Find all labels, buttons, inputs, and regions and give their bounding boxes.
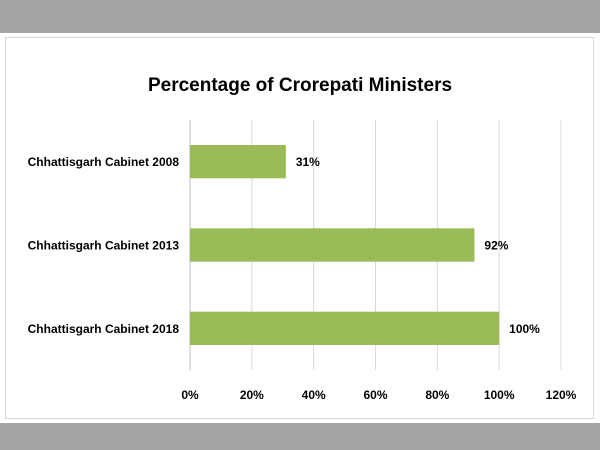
- x-tick-label: 40%: [302, 388, 326, 402]
- x-tick-label: 100%: [484, 388, 515, 402]
- bar: [190, 311, 500, 345]
- bottom-band: [0, 423, 600, 450]
- data-labels: 31% 92% 100%: [296, 155, 540, 336]
- x-tick-label: 0%: [181, 388, 199, 402]
- data-label: 31%: [296, 155, 320, 169]
- x-tick-labels: 0% 20% 40% 60% 80% 100% 120%: [181, 388, 576, 402]
- x-tick-label: 60%: [363, 388, 387, 402]
- x-tick-label: 80%: [425, 388, 449, 402]
- category-label: Chhattisgarh Cabinet 2018: [28, 322, 180, 336]
- bar: [190, 228, 475, 262]
- bar: [190, 145, 286, 179]
- top-band: [0, 0, 600, 33]
- category-labels: Chhattisgarh Cabinet 2008 Chhattisgarh Ca…: [28, 155, 180, 336]
- x-tick-label: 120%: [546, 388, 577, 402]
- category-label: Chhattisgarh Cabinet 2008: [28, 155, 180, 169]
- chart-title: Percentage of Crorepati Ministers: [148, 75, 452, 96]
- x-tick-label: 20%: [240, 388, 264, 402]
- data-label: 92%: [484, 239, 508, 253]
- chart-frame: [5, 37, 594, 419]
- data-label: 100%: [509, 322, 540, 336]
- bars: [190, 145, 500, 345]
- category-label: Chhattisgarh Cabinet 2013: [28, 239, 180, 253]
